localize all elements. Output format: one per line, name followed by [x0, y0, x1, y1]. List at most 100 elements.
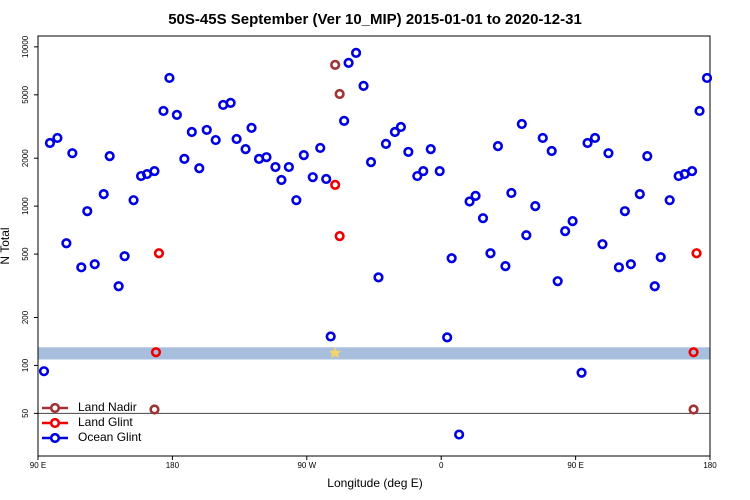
point: [530, 201, 541, 212]
legend-marker: [49, 432, 61, 444]
y-tick-label: 200: [21, 310, 30, 324]
point: [231, 133, 242, 145]
legend-label: Ocean Glint: [78, 430, 142, 444]
point: [464, 196, 475, 207]
point: [701, 72, 713, 84]
point: [330, 59, 341, 70]
point: [225, 97, 236, 108]
point: [358, 80, 369, 91]
point: [380, 138, 392, 149]
point: [403, 146, 414, 158]
y-tick-label: 5000: [21, 85, 30, 103]
point: [691, 248, 702, 259]
point: [179, 153, 190, 164]
point: [389, 126, 401, 138]
chart-title: 50S-45S September (Ver 10_MIP) 2015-01-0…: [168, 11, 582, 28]
y-tick-label: 1000: [21, 197, 30, 215]
point: [240, 144, 251, 155]
point: [552, 276, 563, 287]
point: [446, 253, 457, 264]
point: [625, 259, 636, 270]
point: [425, 144, 436, 155]
point: [546, 145, 557, 157]
point: [649, 281, 660, 292]
plot-frame: [37, 35, 711, 457]
point: [688, 347, 699, 358]
point: [201, 124, 212, 136]
point: [158, 105, 169, 117]
legend-label: Land Glint: [78, 415, 133, 429]
point: [150, 347, 162, 358]
point: [164, 72, 175, 84]
point: [454, 429, 465, 440]
point: [315, 142, 326, 154]
point: [655, 252, 666, 263]
point: [492, 141, 504, 152]
point: [343, 57, 354, 69]
point: [537, 132, 548, 144]
point: [334, 231, 345, 242]
point: [82, 206, 93, 217]
point: [119, 251, 130, 262]
point: [113, 281, 124, 292]
point: [330, 179, 341, 190]
point: [516, 118, 527, 130]
point: [291, 195, 302, 206]
point: [171, 109, 182, 120]
point: [686, 165, 698, 177]
x-tick-label: 90 E: [567, 461, 583, 470]
x-tick-label: 180: [703, 461, 717, 470]
point: [560, 226, 571, 237]
point: [597, 239, 608, 250]
point: [434, 165, 445, 177]
point: [153, 248, 165, 259]
point: [365, 157, 377, 168]
point: [128, 195, 139, 206]
x-tick-label: 180: [166, 461, 180, 470]
point: [298, 150, 309, 161]
point: [104, 151, 115, 162]
point: [325, 331, 336, 342]
point: [418, 165, 429, 177]
point: [373, 272, 384, 283]
point: [52, 132, 63, 144]
point: [412, 170, 423, 182]
point: [261, 152, 272, 163]
point: [395, 121, 406, 133]
point: [485, 248, 496, 259]
x-tick-label: 90 W: [297, 461, 316, 470]
point: [521, 230, 532, 241]
y-tick-label: 10000: [21, 35, 30, 58]
legend-label: Land Nadir: [78, 400, 137, 414]
point: [442, 332, 453, 343]
point: [603, 148, 614, 159]
x-tick-label: 90 E: [30, 461, 46, 470]
point: [477, 213, 489, 224]
legend-marker: [49, 402, 61, 414]
point: [44, 137, 56, 149]
point: [634, 189, 645, 200]
point: [350, 47, 362, 58]
point: [567, 216, 578, 227]
x-axis-label: Longitude (deg E): [327, 476, 422, 490]
point: [688, 404, 699, 415]
point: [276, 174, 287, 186]
point: [149, 165, 160, 177]
band: [38, 347, 710, 360]
point: [589, 132, 601, 144]
x-tick-label: 0: [439, 461, 444, 470]
point: [194, 163, 205, 174]
point: [339, 115, 350, 126]
point: [67, 148, 78, 159]
point: [664, 195, 675, 206]
point: [210, 134, 221, 146]
point: [576, 367, 587, 378]
point: [89, 259, 100, 270]
point: [149, 404, 160, 415]
point: [613, 262, 625, 273]
y-tick-label: 2000: [21, 149, 30, 167]
point: [307, 172, 318, 183]
point: [694, 105, 705, 117]
point: [582, 137, 593, 149]
